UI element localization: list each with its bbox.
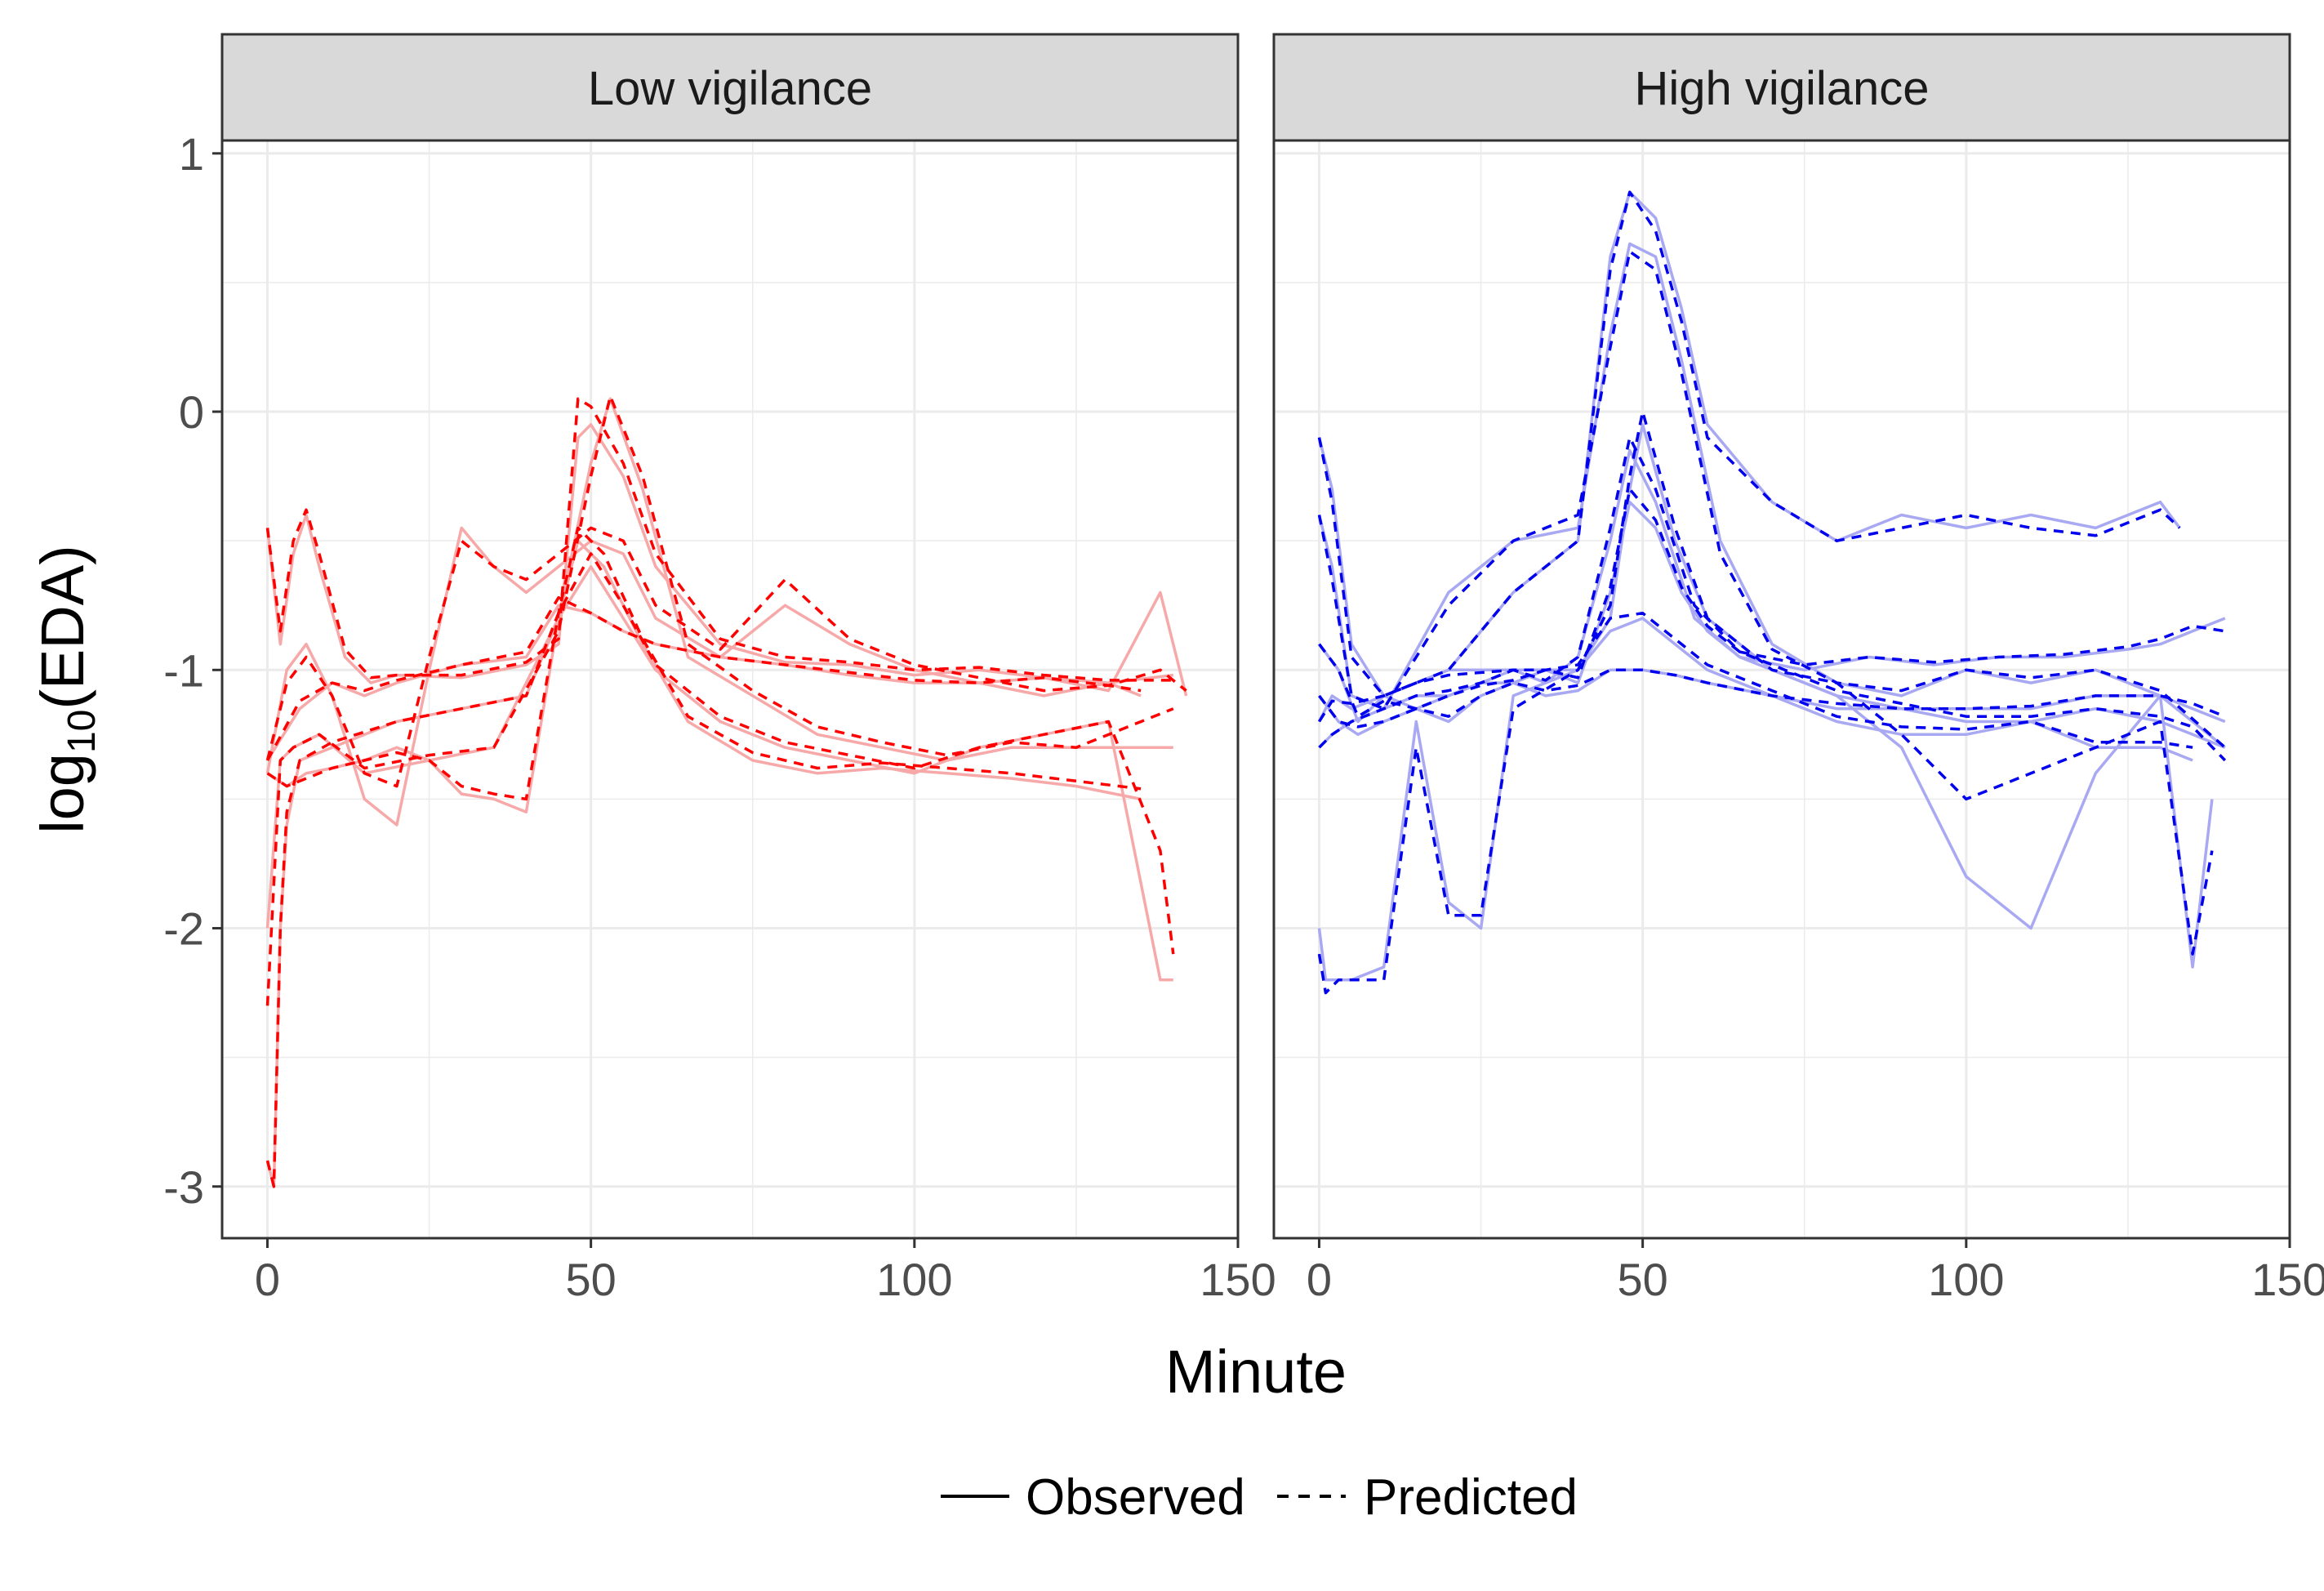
observed-line-3 <box>1317 423 2214 982</box>
strip-title-low: Low vigilance <box>588 62 872 115</box>
x-tick-label: 0 <box>255 1254 280 1305</box>
x-tick-label: 50 <box>565 1254 616 1305</box>
y-tick-label: -2 <box>163 903 204 955</box>
y-tick-label: 0 <box>179 386 204 438</box>
predicted-line-2 <box>1317 250 2226 749</box>
x-axis-ticks-low: 0 50 100 150 <box>255 1238 1276 1305</box>
x-tick-label: 100 <box>1928 1254 2004 1305</box>
predicted-line-7 <box>1318 643 2226 718</box>
x-tick-label: 50 <box>1617 1254 1667 1305</box>
y-axis-ticks: 1 0 -1 -2 -3 <box>163 128 222 1213</box>
series-low <box>265 394 1188 1188</box>
panel-high-vigilance: High vigilance 0 50 100 150 <box>1272 33 2324 1305</box>
predicted-line-5 <box>1318 488 2227 762</box>
predicted-line-4 <box>1318 435 2226 723</box>
strip-background-high <box>1272 33 2291 142</box>
legend: Observed Predicted <box>941 1469 1578 1526</box>
y-axis-title-subscript: 10 <box>60 710 104 753</box>
legend-label-observed: Observed <box>1026 1469 1245 1526</box>
y-tick-label: -3 <box>163 1161 204 1213</box>
x-tick-label: 100 <box>876 1254 952 1305</box>
y-axis-title: log10(EDA) <box>29 545 104 834</box>
plot-background-high <box>1274 140 2290 1238</box>
predicted-line-5 <box>266 526 1142 801</box>
x-tick-label: 150 <box>2251 1254 2324 1305</box>
strip-title-high: High vigilance <box>1634 62 1929 115</box>
x-tick-label: 0 <box>1307 1254 1332 1305</box>
predicted-line-6 <box>265 595 1187 761</box>
x-tick-label: 150 <box>1200 1254 1276 1305</box>
predicted-line-2 <box>265 394 1174 1006</box>
predicted-line-4 <box>265 526 1142 788</box>
legend-label-predicted: Predicted <box>1364 1469 1578 1526</box>
predicted-line-1 <box>265 397 1173 682</box>
y-tick-label: -1 <box>163 644 204 696</box>
strip-background-low <box>220 33 1240 142</box>
plot-border-high <box>1272 139 2291 1240</box>
x-axis-ticks-high: 0 50 100 150 <box>1307 1238 2324 1305</box>
y-axis-title-eda: (EDA) <box>29 545 96 709</box>
y-axis-title-log: log <box>29 753 96 834</box>
plot-background-low <box>222 140 1238 1238</box>
panel-low-vigilance: Low vigilance 1 0 -1 -2 -3 0 50 100 150 <box>163 33 1276 1305</box>
plot-border-low <box>220 139 1240 1240</box>
predicted-line-3 <box>265 552 1175 1188</box>
y-tick-label: 1 <box>179 128 204 180</box>
predicted-line-6 <box>1318 611 2193 749</box>
predicted-line-3 <box>1317 410 2214 995</box>
x-axis-title: Minute <box>1165 1338 1347 1406</box>
series-high <box>1317 190 2227 995</box>
